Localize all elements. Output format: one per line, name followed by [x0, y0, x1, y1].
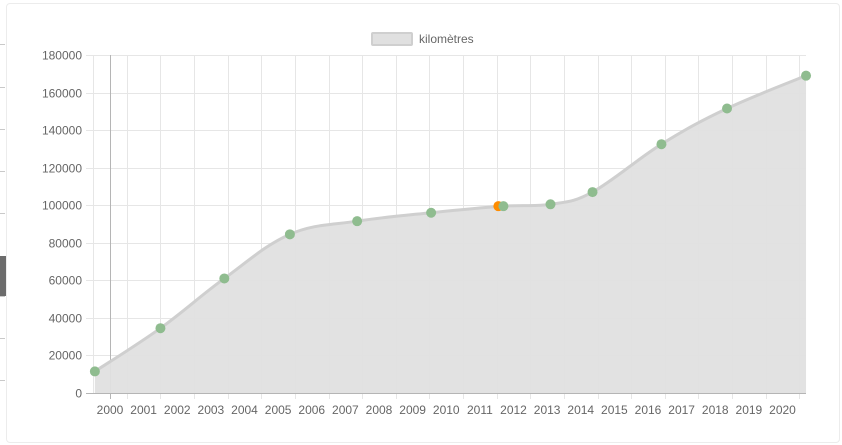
legend[interactable]: kilomètres: [371, 32, 474, 46]
data-point[interactable]: [587, 187, 598, 198]
x-tick-label: 2010: [433, 403, 460, 417]
data-point[interactable]: [89, 366, 100, 377]
area-fill: [94, 75, 807, 394]
data-point[interactable]: [722, 103, 733, 114]
data-point[interactable]: [801, 70, 812, 81]
tick-labels: 0 20000 40000 60000 80000 100000 120000 140000 1…: [42, 49, 796, 418]
side-panel-handle[interactable]: [0, 256, 6, 296]
axes: [86, 55, 806, 399]
x-tick-label: 2017: [668, 403, 695, 417]
y-tick-label: 180000: [42, 49, 82, 63]
x-tick-label: 2007: [332, 403, 359, 417]
x-tick-label: 2008: [366, 403, 393, 417]
x-tick-label: 2019: [736, 403, 763, 417]
x-tick-label: 2003: [198, 403, 225, 417]
legend-label: kilomètres: [419, 32, 474, 46]
y-tick-label: 100000: [42, 199, 82, 213]
y-tick-label: 40000: [49, 312, 83, 326]
x-tick-label: 2013: [534, 403, 561, 417]
y-tick-label: 0: [75, 387, 82, 401]
x-tick-label: 2015: [601, 403, 628, 417]
x-tick-label: 2016: [635, 403, 662, 417]
y-tick-label: 80000: [49, 237, 83, 251]
data-point[interactable]: [155, 323, 166, 334]
x-tick-label: 2011: [467, 403, 493, 417]
x-tick-label: 2014: [567, 403, 594, 417]
x-tick-label: 2009: [399, 403, 426, 417]
data-point[interactable]: [284, 229, 295, 240]
y-tick-label: 160000: [42, 87, 82, 101]
data-point[interactable]: [219, 273, 230, 284]
series-line: [94, 74, 807, 373]
x-tick-label: 2000: [97, 403, 124, 417]
data-point[interactable]: [656, 139, 667, 150]
x-tick-label: 2005: [265, 403, 292, 417]
x-tick-label: 2012: [500, 403, 527, 417]
y-tick-label: 120000: [42, 162, 82, 176]
data-point[interactable]: [545, 199, 556, 210]
y-tick-label: 140000: [42, 124, 82, 138]
x-tick-label: 2002: [164, 403, 191, 417]
y-tick-label: 60000: [49, 274, 83, 288]
y-tick-label: 20000: [49, 349, 83, 363]
data-point[interactable]: [426, 207, 437, 218]
data-point[interactable]: [498, 201, 509, 212]
page-edge-ruler: [0, 0, 6, 445]
legend-swatch: [371, 32, 413, 46]
x-tick-label: 2001: [130, 403, 157, 417]
series-area: [94, 74, 807, 394]
x-tick-label: 2006: [298, 403, 325, 417]
x-tick-label: 2020: [769, 403, 796, 417]
x-tick-label: 2018: [702, 403, 729, 417]
data-point[interactable]: [352, 216, 363, 227]
data-points: [89, 70, 812, 377]
x-tick-label: 2004: [231, 403, 258, 417]
